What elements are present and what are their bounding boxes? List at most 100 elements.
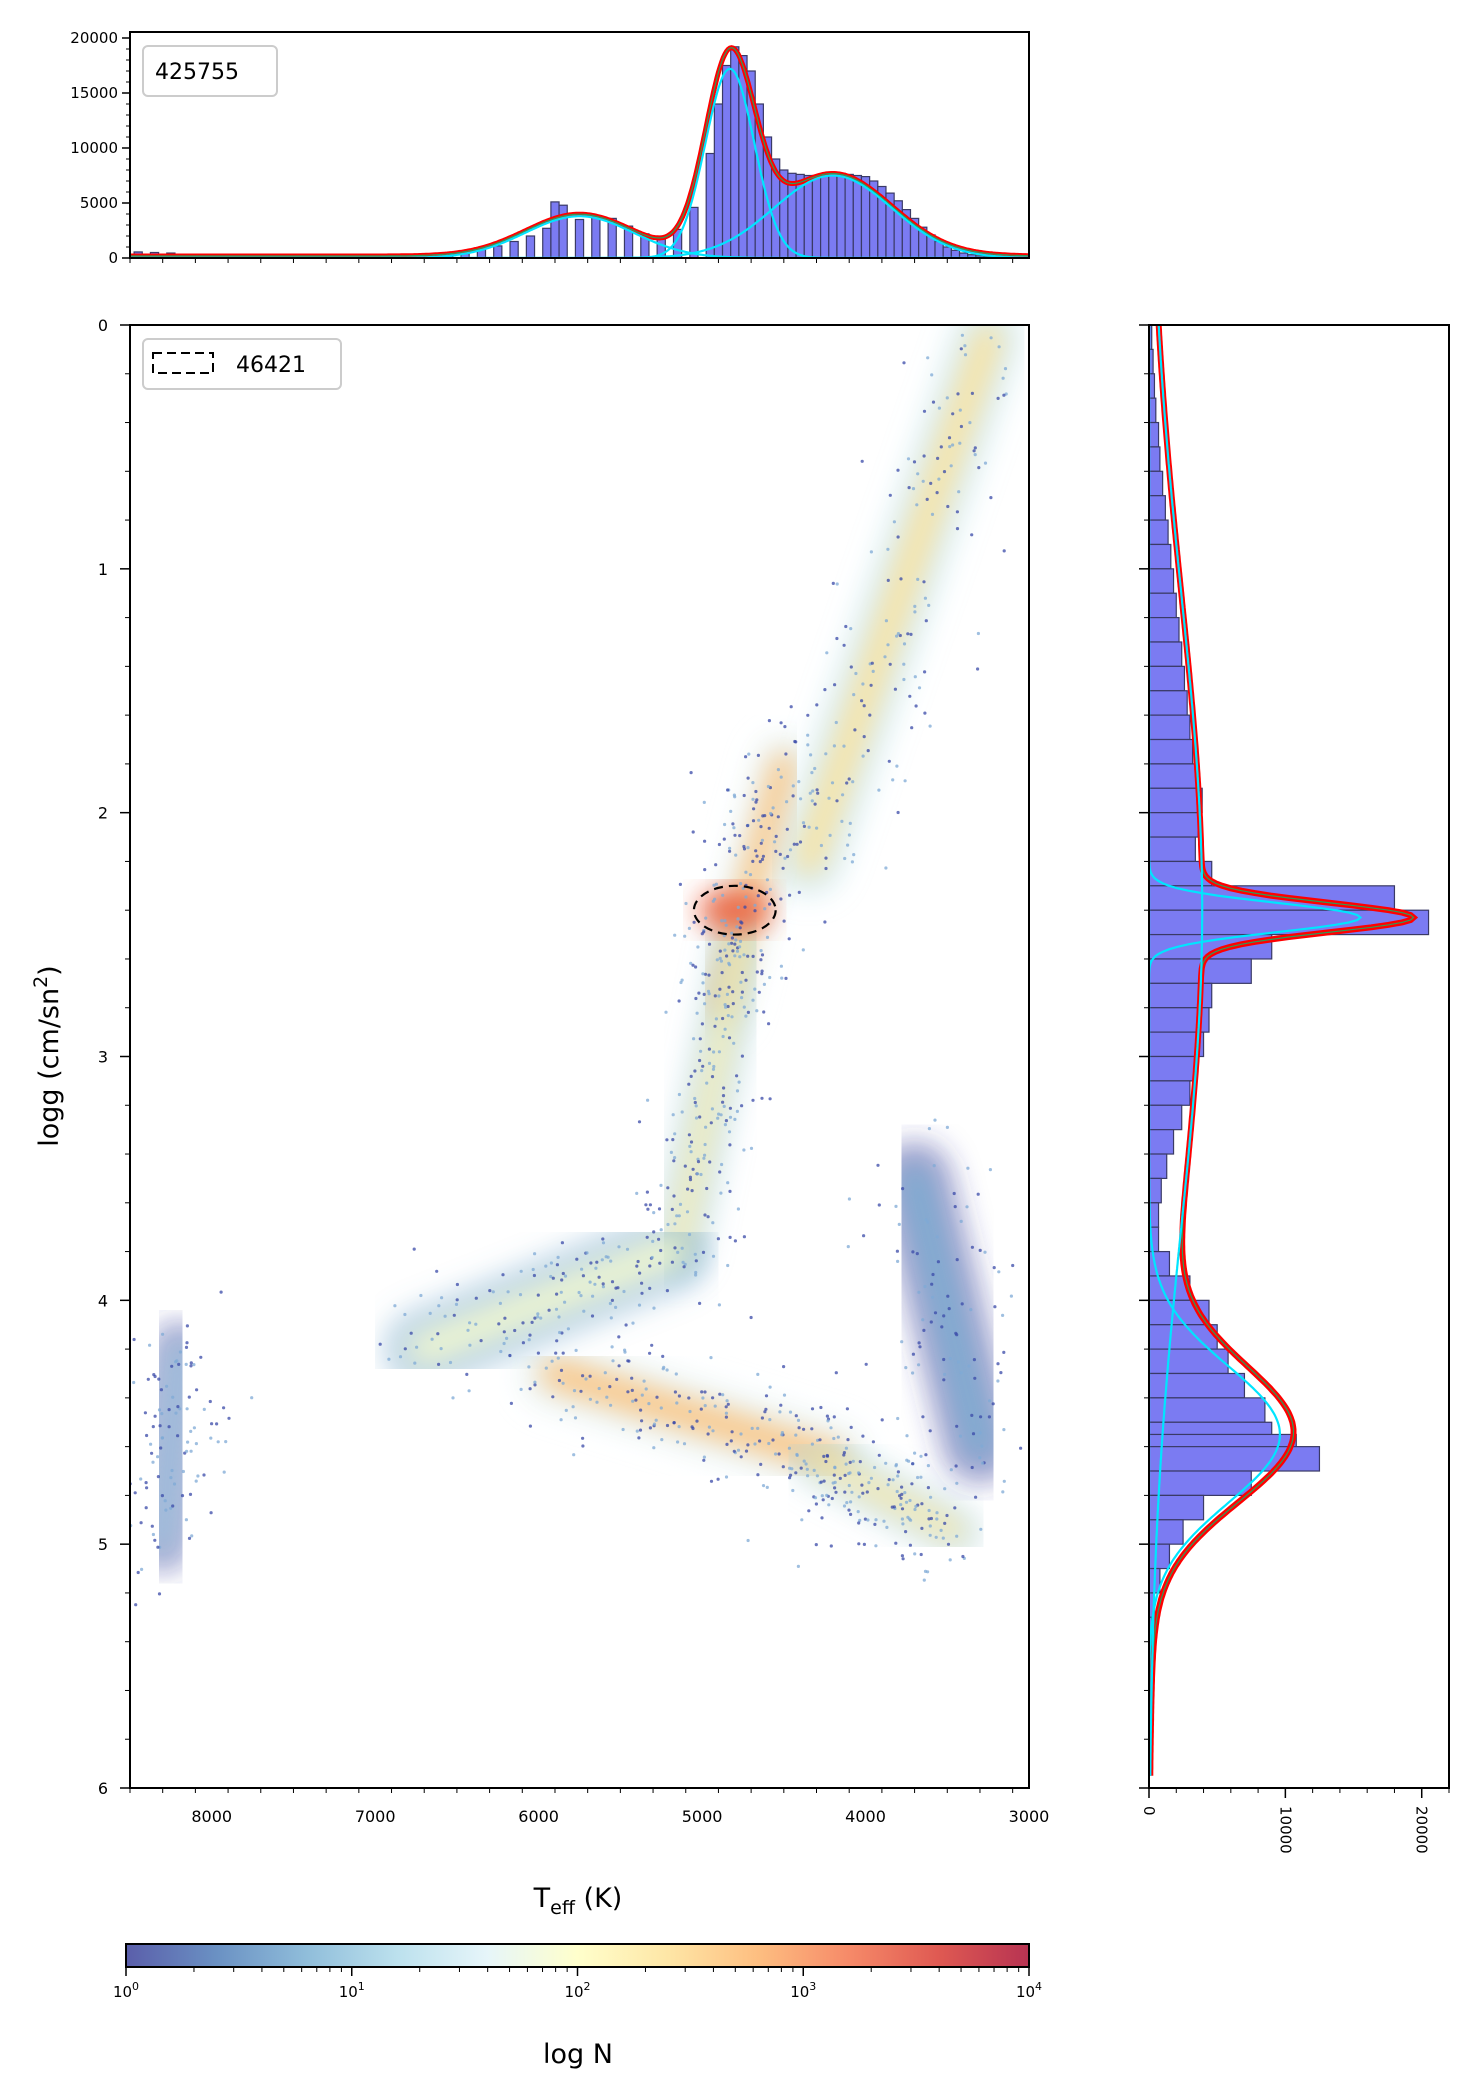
- scatter-point: [743, 905, 747, 909]
- scatter-point: [194, 1442, 198, 1446]
- scatter-point: [835, 582, 839, 586]
- scatter-point: [846, 1245, 850, 1249]
- scatter-point: [210, 1422, 214, 1426]
- scatter-point: [946, 1294, 950, 1298]
- scatter-point: [917, 1290, 921, 1294]
- scatter-point: [886, 578, 890, 583]
- scatter-point: [703, 839, 707, 843]
- scatter-point: [630, 1376, 634, 1380]
- scatter-point: [594, 1266, 598, 1270]
- scatter-point: [972, 1358, 977, 1362]
- right-histogram-bar: [1149, 1153, 1168, 1180]
- scatter-point: [701, 1064, 705, 1068]
- right-histogram-bar: [1149, 1519, 1184, 1545]
- scatter-point: [706, 1215, 710, 1219]
- scatter-point: [415, 1345, 419, 1349]
- scatter-point: [838, 1476, 842, 1480]
- scatter-point: [909, 632, 913, 637]
- scatter-point: [652, 1230, 656, 1234]
- scatter-point: [779, 775, 783, 779]
- scatter-point: [550, 1359, 554, 1363]
- scatter-point: [896, 535, 900, 539]
- scatter-point: [644, 1387, 648, 1391]
- scatter-point: [719, 1113, 723, 1117]
- scatter-point: [844, 1462, 848, 1466]
- scatter-point: [910, 1482, 914, 1486]
- scatter-point: [953, 1506, 957, 1510]
- scatter-point: [720, 919, 724, 923]
- scatter-point: [660, 1438, 664, 1442]
- scatter-point: [815, 703, 819, 707]
- scatter-point: [689, 771, 693, 775]
- scatter-point: [779, 1403, 783, 1407]
- scatter-point: [769, 811, 773, 816]
- scatter-point: [919, 1552, 923, 1557]
- right-histogram-bar: [1149, 1080, 1191, 1106]
- scatter-point: [692, 920, 696, 924]
- scatter-point: [774, 834, 778, 839]
- scatter-point: [637, 1120, 642, 1124]
- scatter-point: [659, 1406, 663, 1410]
- scatter-point: [696, 1160, 701, 1164]
- scatter-point: [768, 975, 772, 980]
- main-y-tick-label: 4: [98, 1291, 108, 1310]
- scatter-point: [809, 753, 813, 757]
- scatter-point: [544, 1264, 548, 1268]
- scatter-point: [726, 1014, 730, 1018]
- density-band: [666, 923, 755, 1263]
- scatter-point: [921, 479, 925, 483]
- scatter-point: [833, 1486, 837, 1490]
- right-histogram-bar: [1149, 1250, 1171, 1277]
- scatter-point: [533, 1316, 537, 1320]
- scatter-point: [693, 1096, 697, 1101]
- scatter-point: [151, 1532, 155, 1537]
- scatter-point: [751, 954, 755, 959]
- scatter-point: [474, 1322, 478, 1326]
- scatter-point: [167, 1425, 171, 1429]
- colorbar: 100 101 102 103 104 log N: [113, 1943, 1042, 2070]
- scatter-point: [682, 1442, 687, 1446]
- scatter-point: [719, 1191, 723, 1195]
- scatter-point: [672, 1194, 676, 1198]
- scatter-point: [655, 1395, 659, 1399]
- scatter-point: [614, 1305, 618, 1309]
- scatter-point: [694, 965, 698, 969]
- scatter-point: [723, 822, 727, 827]
- scatter-point: [963, 344, 967, 348]
- scatter-point: [124, 1466, 127, 1469]
- scatter-point: [825, 651, 829, 655]
- scatter-point: [498, 1301, 502, 1305]
- scatter-point: [733, 942, 737, 946]
- scatter-point: [711, 1429, 715, 1433]
- scatter-point: [830, 781, 835, 785]
- scatter-point: [751, 1098, 755, 1102]
- scatter-point: [160, 1412, 164, 1416]
- scatter-point: [640, 1419, 644, 1423]
- top-histogram-bar: [819, 173, 830, 258]
- scatter-point: [652, 1211, 656, 1215]
- scatter-point: [810, 1427, 814, 1431]
- scatter-point: [679, 980, 683, 985]
- scatter-point: [719, 959, 724, 963]
- scatter-point: [521, 1321, 525, 1325]
- scatter-point: [826, 1419, 830, 1423]
- scatter-point: [795, 842, 799, 846]
- scatter-point: [997, 1270, 1001, 1274]
- scatter-point: [895, 764, 899, 768]
- scatter-point: [398, 1355, 403, 1359]
- scatter-point: [744, 895, 748, 899]
- scatter-point: [754, 789, 758, 794]
- scatter-point: [783, 856, 787, 860]
- scatter-point: [521, 1341, 526, 1345]
- main-x-tick-label: 5000: [682, 1807, 723, 1826]
- scatter-point: [742, 847, 747, 851]
- scatter-point: [724, 1411, 729, 1415]
- scatter-point: [755, 970, 759, 974]
- scatter-point: [144, 1481, 148, 1485]
- scatter-point: [508, 1353, 512, 1358]
- scatter-point: [943, 1487, 947, 1491]
- scatter-point: [922, 409, 927, 413]
- scatter-point: [185, 1324, 189, 1328]
- colorbar-ticks: 100 101 102 103 104: [113, 1967, 1042, 2001]
